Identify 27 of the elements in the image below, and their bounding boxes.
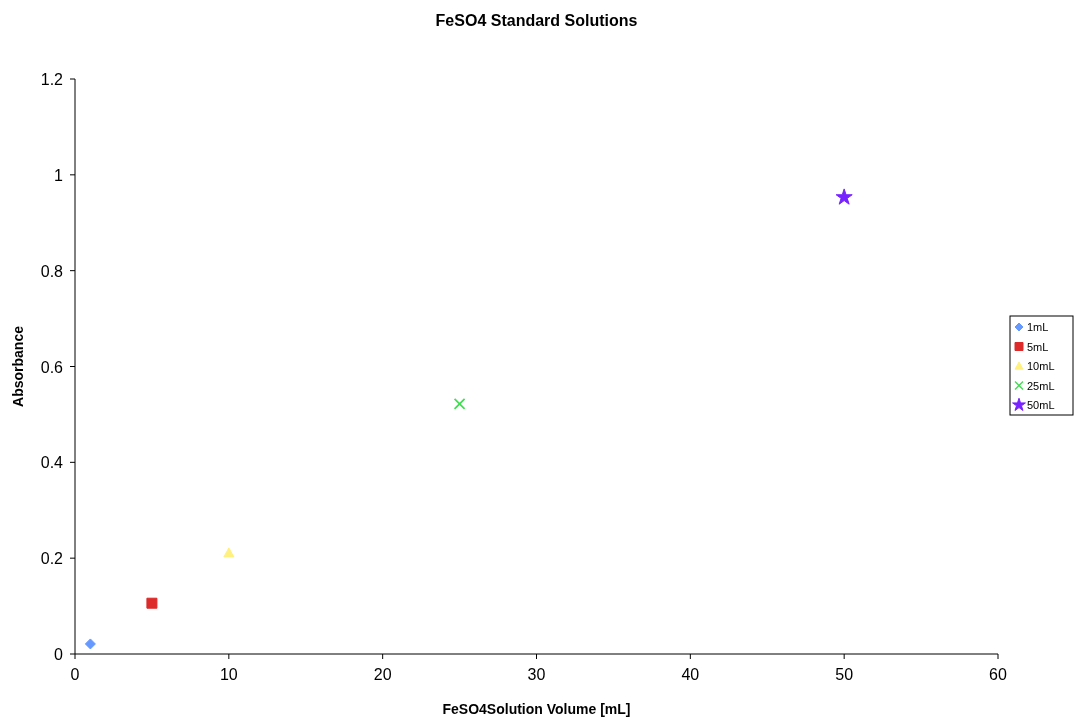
x-tick-label: 30: [527, 666, 546, 683]
y-axis-title: Absorbance: [10, 325, 26, 407]
y-tick-label: 0.2: [40, 550, 64, 568]
point: [146, 597, 158, 609]
y-tick-label: 0: [54, 646, 64, 663]
legend-label: 25mL: [1027, 379, 1055, 392]
x-tick-label: 40: [681, 666, 700, 683]
x-tick-label: 0: [70, 666, 80, 683]
point: [223, 547, 235, 558]
legend-label: 5mL: [1027, 340, 1049, 353]
y-tick-label: 0.8: [40, 262, 64, 280]
x-axis-title: FeSO4Solution Volume [mL]: [442, 701, 631, 717]
legend-label: 10mL: [1027, 360, 1055, 372]
x-tick-label: 60: [989, 666, 1007, 683]
y-tick-label: 0.6: [40, 358, 64, 376]
x-tick-label: 10: [219, 666, 238, 683]
y-tick-label: 1: [54, 166, 64, 184]
chart-title: FeSO4 Standard Solutions: [435, 12, 638, 29]
point: [835, 188, 853, 205]
legend-label: 1mL: [1027, 321, 1049, 333]
x-tick-label: 50: [835, 666, 854, 683]
point: [84, 638, 96, 650]
y-tick-label: 0.4: [40, 454, 64, 472]
x-tick-label: 20: [373, 666, 392, 683]
y-tick-label: 1.2: [40, 71, 64, 88]
legend-label: 50mL: [1027, 399, 1055, 411]
point: [453, 397, 466, 410]
